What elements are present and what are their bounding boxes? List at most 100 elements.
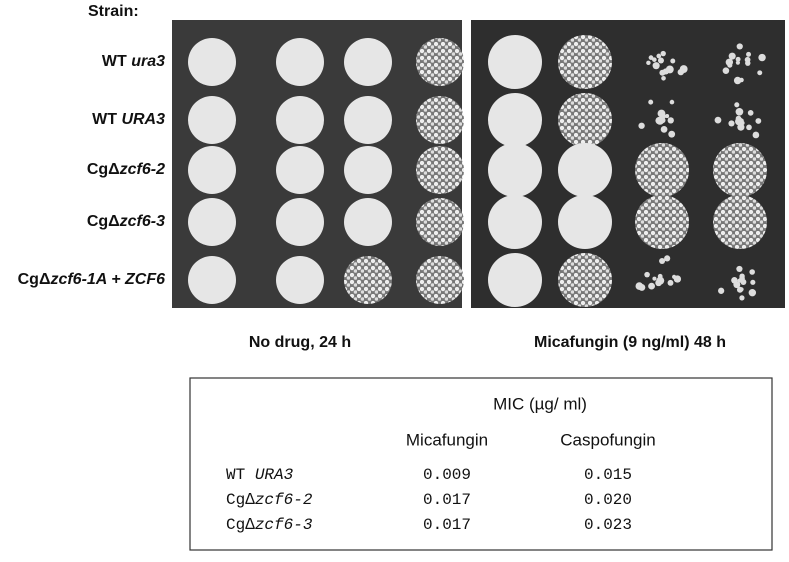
strain-heading: Strain: [88,3,139,20]
colony-spot [488,253,542,307]
colony [652,62,660,70]
colony [638,283,646,291]
column-header: Caspofungin [560,430,655,449]
colony [739,287,744,292]
colony-spot [276,96,324,144]
italic-part: zcf6-1A + ZCF6 [49,271,165,288]
colony [747,110,754,116]
colony [648,99,654,105]
colony-spot [276,256,324,304]
colony [739,275,745,282]
colony [662,68,669,75]
italic-part: zcf6-3 [255,516,313,534]
colony-spot [558,195,612,249]
colony [646,60,651,66]
colony-spot [416,256,464,304]
colony [733,76,742,85]
column-header: Micafungin [406,430,488,449]
colony [670,58,676,64]
colony [652,57,657,62]
colony [675,276,681,282]
mic-value: 0.017 [423,491,471,509]
italic-part: zcf6-3 [119,213,165,230]
colony [748,288,757,297]
colony [734,102,740,108]
colony [657,273,663,279]
colony [672,274,677,279]
colony-spot [188,256,236,304]
colony [735,56,741,62]
colony [665,114,670,119]
colony [728,120,735,127]
table-title: MIC (µg/ ml) [493,394,587,413]
colony [679,65,688,74]
colony [758,53,766,62]
plain-part: WT [102,53,131,70]
colony [735,107,744,116]
strain-label: CgΔzcf6-1A + ZCF6 [18,271,165,288]
colony-spot [276,198,324,246]
colony-spot [188,38,236,86]
colony-spot [416,198,464,246]
colony [736,43,743,50]
colony [735,60,741,65]
colony [745,60,751,66]
colony-spot [344,198,392,246]
condition-label: Micafungin (9 ng/ml) 48 h [534,334,726,351]
italic-part: zcf6-2 [119,161,165,178]
colony [669,99,675,105]
colony-spot [713,195,767,249]
colony [727,62,733,68]
colony-spot [188,146,236,194]
colony [749,269,755,275]
plain-part: CgΔ [87,161,120,178]
colony-spot [416,146,464,194]
colony [644,271,650,278]
strain-label: WT ura3 [102,53,165,70]
colony-spot [635,143,689,197]
colony [718,287,725,294]
colony [648,282,655,290]
colony-spot [416,96,464,144]
colony-spot [344,96,392,144]
colony [736,117,743,124]
strain-label: CgΔzcf6-2 [87,161,165,178]
colony-spot [344,256,392,304]
colony [755,118,762,124]
colony-spot [558,35,612,89]
mic-value: 0.017 [423,516,471,534]
italic-part: zcf6-2 [255,491,313,509]
colony-spot [188,198,236,246]
colony-spot [558,93,612,147]
colony [660,125,668,133]
colony [746,51,752,57]
colony-spot [276,146,324,194]
colony [659,257,666,264]
colony [736,265,743,273]
plain-part: WT [92,111,121,128]
colony [722,67,730,74]
colony [655,279,662,287]
colony [667,279,674,286]
colony [657,117,664,123]
colony [656,53,662,59]
colony [667,117,674,124]
plain-part: CgΔ [18,271,51,288]
spots [188,35,767,307]
plain-part: Cg∆ [226,516,255,534]
plain-part: WT [226,466,255,484]
italic-part: URA3 [121,111,165,128]
colony [660,50,666,57]
mic-value: 0.015 [584,466,632,484]
colony-spot [276,38,324,86]
strain-label: WT URA3 [226,466,294,484]
colony [750,279,756,285]
plain-part: Cg∆ [226,491,255,509]
condition-label: No drug, 24 h [249,334,351,351]
italic-part: URA3 [255,466,294,484]
italic-part: ura3 [131,53,165,70]
colony-spot [488,35,542,89]
colony-spot [344,38,392,86]
